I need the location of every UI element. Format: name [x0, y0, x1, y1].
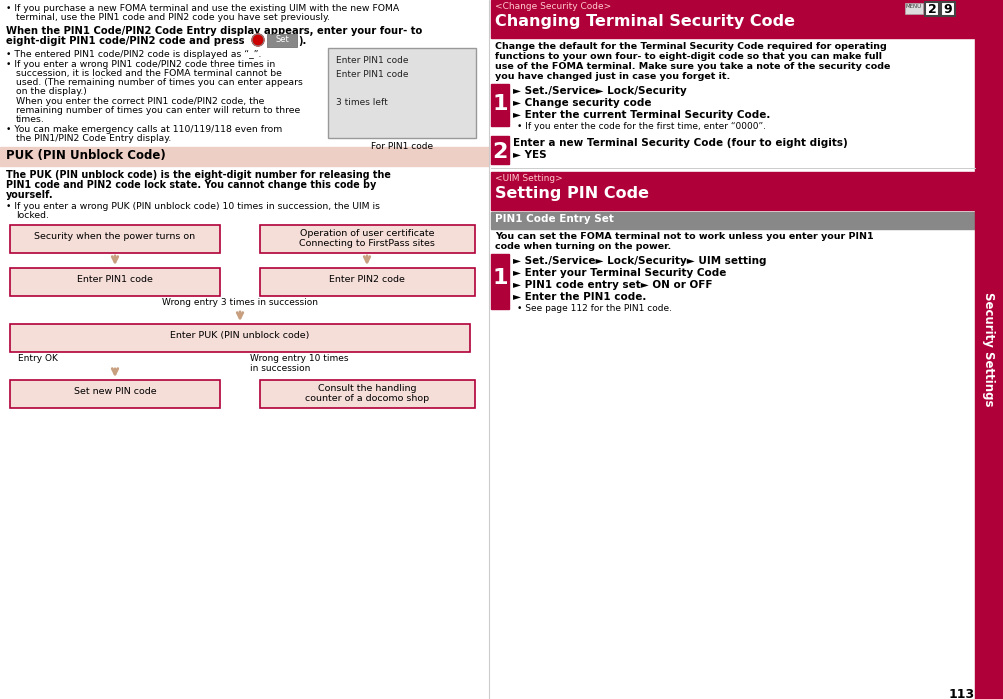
- Text: 113: 113: [948, 688, 974, 699]
- Text: PUK (PIN Unblock Code): PUK (PIN Unblock Code): [6, 149, 165, 162]
- Text: counter of a docomo shop: counter of a docomo shop: [305, 394, 428, 403]
- Text: you have changed just in case you forget it.: you have changed just in case you forget…: [494, 72, 729, 81]
- Bar: [267, 34, 297, 47]
- Text: ).: ).: [298, 36, 306, 46]
- Text: • If you purchase a new FOMA terminal and use the existing UIM with the new FOMA: • If you purchase a new FOMA terminal an…: [6, 4, 399, 13]
- Text: 1: 1: [491, 94, 508, 114]
- Text: remaining number of times you can enter will return to three: remaining number of times you can enter …: [16, 106, 300, 115]
- Text: ► PIN1 code entry set► ON or OFF: ► PIN1 code entry set► ON or OFF: [513, 280, 712, 290]
- Text: Wrong entry 10 times: Wrong entry 10 times: [250, 354, 348, 363]
- Text: Set: Set: [275, 35, 289, 44]
- Text: code when turning on the power.: code when turning on the power.: [494, 242, 671, 251]
- Text: used. (The remaining number of times you can enter appears: used. (The remaining number of times you…: [16, 78, 303, 87]
- Text: use of the FOMA terminal. Make sure you take a note of the security code: use of the FOMA terminal. Make sure you …: [494, 62, 890, 71]
- Text: Change the default for the Terminal Security Code required for operating: Change the default for the Terminal Secu…: [494, 42, 886, 51]
- Bar: [328, 48, 475, 138]
- Text: ► Enter the current Terminal Security Code.: ► Enter the current Terminal Security Co…: [513, 110, 769, 120]
- Text: Security Settings: Security Settings: [982, 291, 995, 406]
- Text: times.: times.: [16, 115, 45, 124]
- Text: • The entered PIN1 code/PIN2 code is displayed as “_”.: • The entered PIN1 code/PIN2 code is dis…: [6, 50, 261, 59]
- Text: When you enter the correct PIN1 code/PIN2 code, the: When you enter the correct PIN1 code/PIN…: [16, 97, 264, 106]
- Text: • See page 112 for the PIN1 code.: • See page 112 for the PIN1 code.: [517, 304, 671, 313]
- Circle shape: [252, 34, 264, 46]
- Bar: [260, 225, 474, 253]
- Text: MENU: MENU: [905, 4, 921, 9]
- Text: eight-digit PIN1 code/PIN2 code and press: eight-digit PIN1 code/PIN2 code and pres…: [6, 36, 245, 46]
- Bar: [940, 2, 954, 16]
- Text: Enter PUK (PIN unblock code): Enter PUK (PIN unblock code): [171, 331, 309, 340]
- Text: Enter PIN2 code: Enter PIN2 code: [329, 275, 404, 284]
- Text: Enter PIN1 code: Enter PIN1 code: [336, 70, 408, 79]
- Text: ► YES: ► YES: [513, 150, 546, 160]
- Text: in succession: in succession: [250, 364, 310, 373]
- Bar: [10, 324, 469, 352]
- Text: the PIN1/PIN2 Code Entry display.: the PIN1/PIN2 Code Entry display.: [16, 134, 172, 143]
- Text: 2: 2: [491, 142, 508, 162]
- Bar: [10, 268, 220, 296]
- Text: 2: 2: [927, 3, 936, 16]
- Text: Connecting to FirstPass sites: Connecting to FirstPass sites: [299, 239, 434, 248]
- Text: Enter a new Terminal Security Code (four to eight digits): Enter a new Terminal Security Code (four…: [513, 138, 847, 148]
- Text: 1: 1: [491, 268, 508, 288]
- Text: Operation of user certificate: Operation of user certificate: [300, 229, 434, 238]
- Text: Setting PIN Code: Setting PIN Code: [494, 186, 648, 201]
- Text: Changing Terminal Security Code: Changing Terminal Security Code: [494, 14, 794, 29]
- Bar: [490, 84, 509, 126]
- Text: 3 times left: 3 times left: [336, 98, 387, 107]
- Text: succession, it is locked and the FOMA terminal cannot be: succession, it is locked and the FOMA te…: [16, 69, 282, 78]
- Text: ► Enter the PIN1 code.: ► Enter the PIN1 code.: [513, 292, 646, 302]
- Bar: [924, 2, 938, 16]
- Text: <Change Security Code>: <Change Security Code>: [494, 2, 611, 11]
- Text: yourself.: yourself.: [6, 190, 53, 200]
- Text: ► Change security code: ► Change security code: [513, 98, 651, 108]
- Bar: [10, 225, 220, 253]
- Text: Enter PIN1 code: Enter PIN1 code: [77, 275, 152, 284]
- Bar: [490, 172, 974, 210]
- Text: Enter PIN1 code: Enter PIN1 code: [336, 56, 408, 65]
- Text: ► Enter your Terminal Security Code: ► Enter your Terminal Security Code: [513, 268, 725, 278]
- Text: You can set the FOMA terminal not to work unless you enter your PIN1: You can set the FOMA terminal not to wor…: [494, 232, 873, 241]
- Text: • If you enter the code for the first time, enter “0000”.: • If you enter the code for the first ti…: [517, 122, 765, 131]
- Text: ► Set./Service► Lock/Security► UIM setting: ► Set./Service► Lock/Security► UIM setti…: [513, 256, 765, 266]
- Text: • If you enter a wrong PIN1 code/PIN2 code three times in: • If you enter a wrong PIN1 code/PIN2 co…: [6, 60, 275, 69]
- Bar: [10, 380, 220, 408]
- Bar: [490, 254, 509, 309]
- Text: terminal, use the PIN1 code and PIN2 code you have set previously.: terminal, use the PIN1 code and PIN2 cod…: [16, 13, 330, 22]
- Text: locked.: locked.: [16, 211, 49, 220]
- Text: <UIM Setting>: <UIM Setting>: [494, 174, 563, 183]
- Text: The PUK (PIN unblock code) is the eight-digit number for releasing the: The PUK (PIN unblock code) is the eight-…: [6, 170, 390, 180]
- Bar: [490, 136, 509, 164]
- Text: Entry OK: Entry OK: [18, 354, 58, 363]
- Bar: [260, 380, 474, 408]
- Bar: [260, 268, 474, 296]
- Bar: [974, 0, 1003, 699]
- Text: Set new PIN code: Set new PIN code: [73, 387, 156, 396]
- Text: Consult the handling: Consult the handling: [317, 384, 416, 393]
- Bar: [490, 0, 974, 38]
- Text: PIN1 Code Entry Set: PIN1 Code Entry Set: [494, 214, 613, 224]
- Bar: [904, 3, 922, 14]
- Text: Security when the power turns on: Security when the power turns on: [34, 232, 196, 241]
- Text: 9: 9: [943, 3, 952, 16]
- Text: For PIN1 code: For PIN1 code: [370, 142, 432, 151]
- Text: • If you enter a wrong PUK (PIN unblock code) 10 times in succession, the UIM is: • If you enter a wrong PUK (PIN unblock …: [6, 202, 379, 211]
- Text: on the display.): on the display.): [16, 87, 86, 96]
- Text: Wrong entry 3 times in succession: Wrong entry 3 times in succession: [161, 298, 318, 307]
- Text: functions to your own four- to eight-digit code so that you can make full: functions to your own four- to eight-dig…: [494, 52, 881, 61]
- Bar: [490, 212, 974, 229]
- Text: • You can make emergency calls at 110/119/118 even from: • You can make emergency calls at 110/11…: [6, 125, 282, 134]
- Text: PIN1 code and PIN2 code lock state. You cannot change this code by: PIN1 code and PIN2 code lock state. You …: [6, 180, 376, 190]
- Text: ► Set./Service► Lock/Security: ► Set./Service► Lock/Security: [513, 86, 686, 96]
- Text: When the PIN1 Code/PIN2 Code Entry display appears, enter your four- to: When the PIN1 Code/PIN2 Code Entry displ…: [6, 26, 422, 36]
- Bar: [0, 147, 488, 166]
